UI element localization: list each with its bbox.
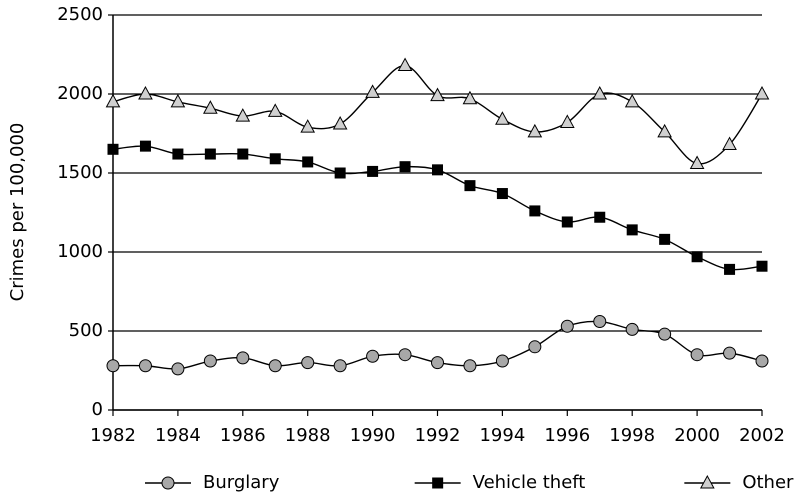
x-tick-label: 2002 (739, 425, 785, 446)
data-point (333, 359, 347, 373)
data-point (626, 224, 638, 236)
data-point (625, 322, 639, 336)
data-point (237, 148, 249, 160)
x-tick-label: 1998 (609, 425, 655, 446)
y-tick-label: 2500 (57, 4, 103, 25)
x-tick-label: 1992 (415, 425, 461, 446)
data-point (495, 111, 510, 125)
data-point (464, 180, 476, 192)
data-point (107, 143, 119, 155)
data-point (691, 251, 703, 263)
x-tick-label: 1990 (350, 425, 396, 446)
x-tick-label: 1984 (155, 425, 201, 446)
x-tick-label: 1986 (220, 425, 266, 446)
data-point (235, 108, 251, 122)
data-point (528, 340, 542, 354)
data-point (559, 114, 575, 128)
x-tick-label: 1996 (544, 425, 590, 446)
y-tick-label: 2000 (57, 83, 103, 104)
y-axis-label: Crimes per 100,000 (7, 123, 28, 302)
legend-marker (699, 474, 715, 489)
data-point (399, 161, 411, 173)
data-point (690, 348, 704, 362)
data-point (592, 85, 608, 100)
data-point (366, 349, 380, 363)
data-point (431, 356, 444, 370)
data-point (593, 315, 607, 329)
data-point (204, 148, 216, 160)
data-point (267, 103, 283, 117)
data-point (560, 319, 574, 333)
legend-marker (432, 477, 444, 489)
data-point (397, 57, 413, 72)
data-point (139, 140, 151, 152)
data-point (334, 167, 346, 179)
data-point (657, 123, 672, 138)
data-point (462, 90, 478, 105)
data-point (172, 148, 184, 160)
x-tick-label: 1982 (90, 425, 136, 446)
data-point (332, 115, 348, 130)
data-point (269, 153, 281, 165)
data-point (496, 188, 508, 200)
data-point (529, 205, 541, 217)
y-tick-label: 1000 (57, 241, 103, 262)
data-point (724, 263, 736, 275)
data-point (170, 93, 186, 108)
data-point (138, 359, 152, 373)
data-point (138, 85, 153, 100)
data-point (561, 216, 573, 228)
data-point (658, 327, 672, 341)
legend-marker (161, 476, 175, 490)
data-point (430, 87, 445, 102)
y-tick-label: 1500 (57, 162, 103, 183)
data-point (302, 156, 314, 168)
data-point (594, 211, 606, 223)
data-point (659, 233, 671, 245)
data-point (300, 119, 316, 133)
data-point (236, 351, 250, 365)
data-point (105, 93, 121, 108)
y-tick-label: 0 (92, 399, 103, 420)
x-tick-label: 1988 (285, 425, 331, 446)
data-point (754, 85, 770, 100)
data-point (463, 359, 477, 373)
data-point (689, 155, 705, 170)
data-point (527, 123, 543, 138)
data-point (722, 136, 737, 151)
data-point (723, 346, 737, 360)
legend-label: Other theft (742, 472, 794, 493)
data-point (365, 84, 380, 98)
data-point (432, 164, 443, 176)
x-tick-label: 2000 (674, 425, 720, 446)
legend-label: Burglary (203, 472, 280, 493)
data-point (106, 359, 120, 373)
legend-label: Vehicle theft (473, 472, 586, 493)
data-point (268, 359, 282, 373)
x-tick-label: 1994 (479, 425, 525, 446)
data-point (755, 354, 769, 368)
data-point (756, 260, 768, 272)
data-point (398, 348, 412, 362)
y-tick-label: 500 (69, 320, 103, 341)
data-point (367, 165, 379, 177)
data-point (171, 362, 185, 376)
data-point (203, 354, 217, 368)
data-point (203, 100, 218, 114)
data-point (624, 93, 640, 108)
data-point (301, 356, 315, 370)
data-point (495, 354, 509, 368)
